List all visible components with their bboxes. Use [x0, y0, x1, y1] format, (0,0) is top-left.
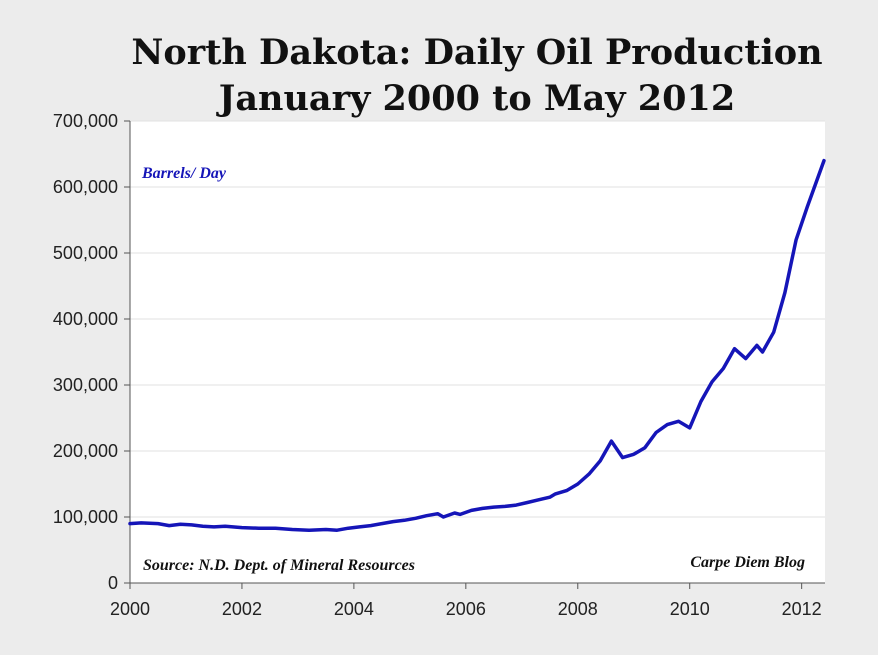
y-tick-label: 300,000: [53, 375, 118, 395]
plot-area: [130, 121, 825, 583]
series-line-oil-production: [128, 158, 826, 532]
x-axis: 2000 2002 2004 2006 2008 2010 2012: [110, 582, 825, 619]
y-axis: 0 100,000 200,000 300,000 400,000 500,000 600,…: [53, 111, 131, 593]
x-tick-label: 2002: [222, 599, 262, 619]
x-tick-label: 2010: [670, 599, 710, 619]
y-tick-label: 100,000: [53, 507, 118, 527]
x-tick-label: 2004: [334, 599, 374, 619]
x-tick-label: 2000: [110, 599, 150, 619]
y-tick-label: 200,000: [53, 441, 118, 461]
y-tick-label: 0: [108, 573, 118, 593]
y-tick-label: 500,000: [53, 243, 118, 263]
x-tick-label: 2008: [558, 599, 598, 619]
series-label: Barrels/ Day: [141, 165, 227, 182]
y-tick-label: 600,000: [53, 177, 118, 197]
grid-lines: [130, 120, 825, 518]
x-tick-label: 2012: [782, 599, 822, 619]
credit-note: Carpe Diem Blog: [690, 554, 805, 571]
x-tick-label: 2006: [446, 599, 486, 619]
source-note: Source: N.D. Dept. of Mineral Resources: [143, 557, 415, 574]
chart-subtitle: January 2000 to May 2012: [216, 78, 735, 119]
y-tick-label: 400,000: [53, 309, 118, 329]
chart-title: North Dakota: Daily Oil Production: [131, 32, 822, 73]
y-tick-label: 700,000: [53, 111, 118, 131]
